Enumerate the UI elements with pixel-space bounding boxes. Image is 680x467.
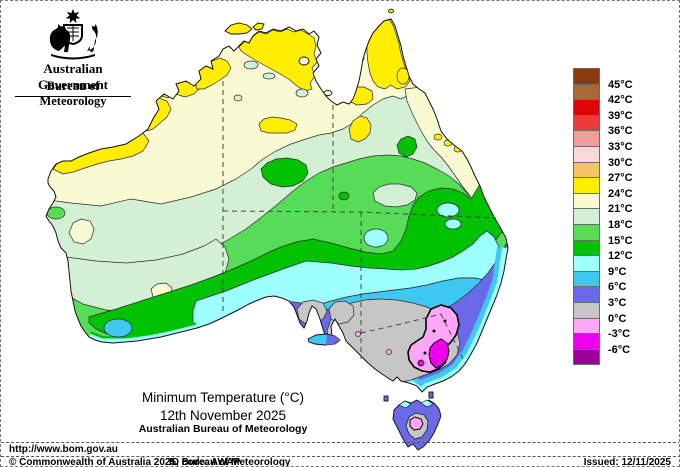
legend-color-swatch: 15°C bbox=[573, 223, 633, 247]
legend-label: 12°C bbox=[608, 250, 633, 263]
legend-label: 15°C bbox=[608, 234, 633, 247]
legend-color-swatch: 42°C bbox=[573, 83, 633, 106]
legend-color-swatch: 27°C bbox=[573, 161, 633, 184]
legend-label: 36°C bbox=[608, 125, 633, 138]
legend-label: 24°C bbox=[608, 187, 633, 200]
legend-color-swatch: 9°C bbox=[573, 255, 626, 278]
legend-label: 39°C bbox=[608, 109, 633, 122]
legend-color-swatch: 12°C bbox=[573, 239, 633, 262]
legend-color-swatch: -3°C bbox=[573, 317, 630, 340]
legend-label: 45°C bbox=[608, 78, 633, 91]
legend-label: 33°C bbox=[608, 140, 633, 153]
islands bbox=[224, 8, 442, 451]
bureau-label: Bureau of Meteorology bbox=[39, 79, 107, 108]
legend-color-swatch bbox=[573, 348, 600, 366]
copyright-text: © Commonwealth of Australia 2025, Bureau… bbox=[9, 457, 291, 467]
legend-label: 30°C bbox=[608, 156, 633, 169]
commonwealth-coat-of-arms-icon bbox=[49, 9, 98, 60]
legend-label: 3°C bbox=[608, 296, 627, 309]
legend-color-swatch: 6°C bbox=[573, 270, 626, 293]
legend-label: 0°C bbox=[608, 312, 627, 325]
legend-label: 21°C bbox=[608, 203, 633, 216]
legend-label: 6°C bbox=[608, 281, 627, 294]
legend-color-swatch: 0°C bbox=[573, 301, 626, 325]
map-title: Minimum Temperature (°C) bbox=[142, 390, 304, 405]
legend-color-swatch: 21°C bbox=[573, 192, 633, 215]
legend-color-swatch: 30°C bbox=[573, 145, 633, 169]
legend-label: -3°C bbox=[608, 328, 631, 341]
legend-label: 18°C bbox=[608, 218, 633, 231]
state-borders bbox=[222, 81, 497, 364]
legend-color-swatch: 39°C bbox=[573, 99, 633, 122]
legend-color-swatch: 36°C bbox=[573, 114, 633, 137]
id-code-text: ID code: AWAP bbox=[169, 457, 241, 467]
legend-color-swatch: 3°C bbox=[573, 286, 626, 309]
footer-divider-top bbox=[1, 442, 679, 443]
legend-label: -6°C bbox=[608, 343, 631, 356]
map-date: 12th November 2025 bbox=[159, 408, 287, 423]
map-organisation: Australian Bureau of Meteorology bbox=[138, 423, 308, 435]
footer-divider-bottom bbox=[1, 456, 679, 457]
government-label: Australian Government bbox=[15, 61, 131, 97]
legend-color-swatch: 18°C bbox=[573, 208, 633, 231]
legend-color-swatch: -6°C bbox=[573, 333, 630, 356]
legend-color-swatch: 45°C bbox=[573, 68, 633, 91]
legend-label: 9°C bbox=[608, 265, 627, 278]
legend-color-swatch: 24°C bbox=[573, 177, 633, 200]
issued-text: Issued: 12/11/2025 bbox=[583, 457, 671, 467]
temperature-legend: 45°C 42°C 39°C 36°C 33°C 30°C 27°C 24°C 21°C 18°C… bbox=[573, 68, 633, 366]
australia-coastline bbox=[45, 18, 509, 393]
bom-url[interactable]: http://www.bom.gov.au bbox=[9, 444, 118, 455]
legend-label: 27°C bbox=[608, 172, 633, 185]
legend-color-swatch: 33°C bbox=[573, 130, 633, 153]
legend-label: 42°C bbox=[608, 94, 633, 107]
